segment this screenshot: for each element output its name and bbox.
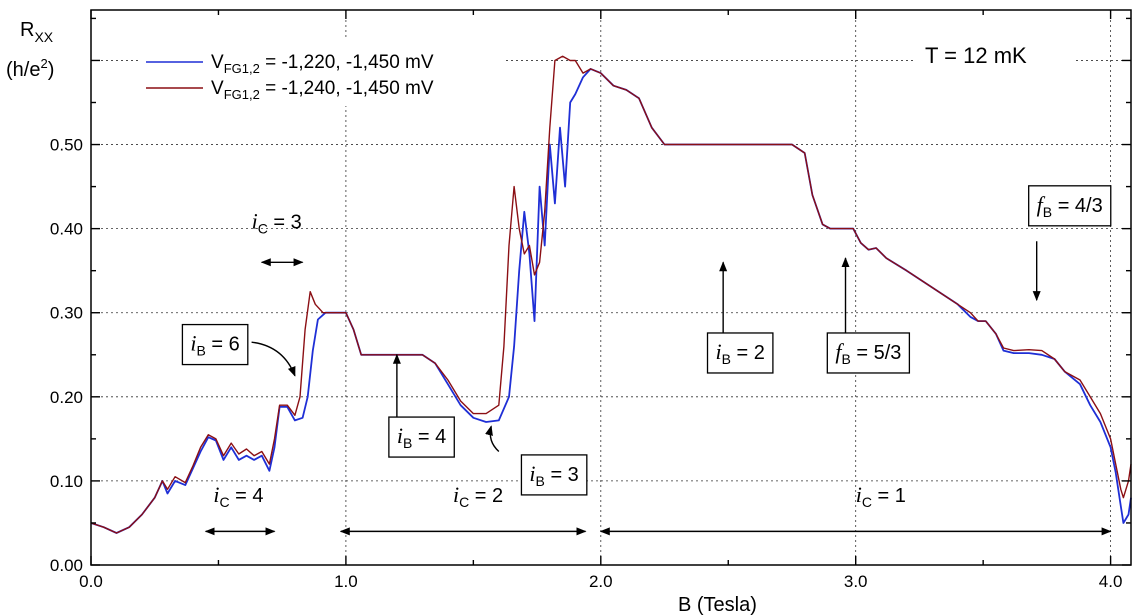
annotation-fb53: fB = 5/3: [826, 257, 911, 374]
series-lines: [90, 55, 1132, 534]
annotation-ic2: iC = 2: [339, 482, 587, 536]
annotation-label: iB = 4: [397, 423, 446, 451]
annotation-label: iC = 3: [252, 209, 302, 237]
x-axis-title: B (Tesla): [678, 594, 757, 616]
plot-frame: [90, 9, 1132, 566]
annotation-ic4: iC = 4: [204, 482, 276, 536]
annotation-ic1: iC = 1: [599, 482, 1112, 536]
x-tick-label: 4.0: [1099, 572, 1123, 591]
annotation-ib4: iB = 4: [388, 353, 455, 458]
annotation-box: [1028, 185, 1112, 227]
tick-labels: 0.00 0.10 0.20 0.30 0.40 0.50 0.0 1.0 2.0 3.0 4.0: [50, 136, 1123, 591]
annotation-ib3: iB = 3: [485, 425, 588, 496]
annotation-ib2: iB = 2: [706, 261, 774, 374]
y-tick-label: 0.10: [50, 472, 83, 491]
series-line-1: [90, 55, 1132, 534]
annotation-label: iC = 1: [856, 482, 906, 510]
x-tick-label: 3.0: [844, 572, 868, 591]
y-axis-units: (h/e2): [6, 56, 54, 81]
x-tick-label: 1.0: [334, 572, 358, 591]
annotation-arrow: [485, 425, 500, 452]
annotation-label: iC = 2: [453, 482, 503, 510]
annotation-box: [826, 332, 911, 374]
annotation-label: fB = 5/3: [835, 339, 901, 367]
annotation-ib6: iB = 6: [181, 323, 296, 377]
y-tick-label: 0.20: [50, 388, 83, 407]
y-tick-label: 0.30: [50, 304, 83, 323]
legend-label-blue: VFG1,2 = -1,220, -1,450 mV: [211, 52, 434, 76]
series-line-0: [90, 68, 1132, 534]
legend: VFG1,2 = -1,220, -1,450 mV VFG1,2 = -1,2…: [140, 40, 505, 106]
y-tick-label: 0.50: [50, 136, 83, 155]
annotation-label: iB = 6: [190, 331, 239, 359]
annotation-arrow: [251, 341, 296, 377]
annotation-ic3: iC = 3: [252, 209, 304, 267]
axis-ticks: [90, 10, 1131, 566]
annotation-box: [520, 454, 588, 496]
annotation-box: [388, 416, 455, 458]
temperature-label: T = 12 mK: [925, 43, 1027, 68]
annotation-box: [181, 323, 249, 366]
annotation-box: [706, 332, 774, 374]
legend-label-red: VFG1,2 = -1,240, -1,450 mV: [211, 78, 434, 102]
y-tick-label: 0.00: [50, 556, 83, 575]
annotation-fb43: fB = 4/3: [1028, 185, 1112, 302]
annotation-label: fB = 4/3: [1037, 192, 1103, 220]
y-tick-label: 0.40: [50, 220, 83, 239]
annotation-label: iC = 4: [213, 482, 263, 510]
annotations: iC = 3 iB = 6 iB = 4 iB = 3 iB = 2 fB = 5/3 fB…: [181, 185, 1112, 536]
annotation-label: iB = 2: [716, 339, 765, 367]
annotation-label: iB = 3: [529, 461, 578, 489]
x-tick-label: 0.0: [79, 572, 103, 591]
y-axis-title: RXX: [20, 19, 54, 45]
temperature-box: [915, 24, 1075, 82]
legend-background: [140, 40, 505, 106]
x-tick-label: 2.0: [589, 572, 613, 591]
